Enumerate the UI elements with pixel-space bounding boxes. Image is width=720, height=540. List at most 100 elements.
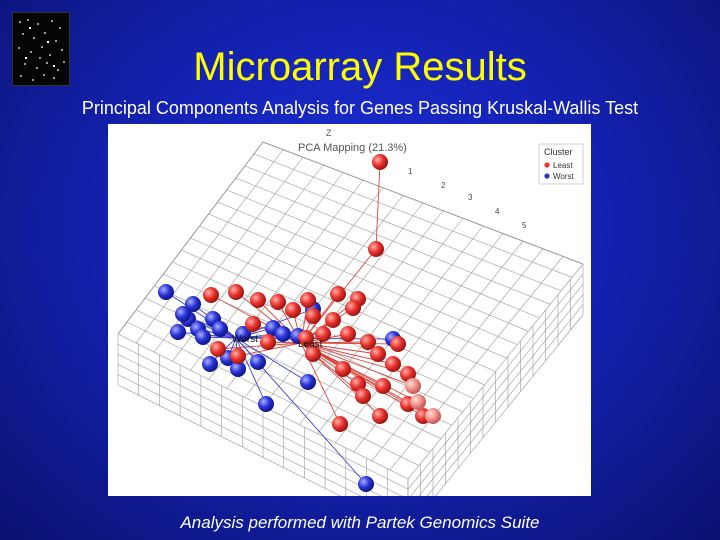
grid-line — [235, 177, 551, 305]
data-point-least — [350, 376, 366, 392]
data-point-least — [298, 330, 314, 346]
data-point-least — [372, 154, 388, 170]
centroid-label-least: Least — [298, 339, 323, 350]
legend-marker-worst — [544, 173, 550, 179]
data-point-least — [410, 394, 426, 410]
pca-plot: Worst Least PCA Mapping (21.3%) Z 1 2 3 … — [108, 124, 591, 496]
connector-line — [235, 337, 309, 383]
data-point-worst — [202, 356, 218, 372]
data-point-least — [368, 241, 384, 257]
data-point-worst — [170, 324, 186, 340]
grid-line — [253, 153, 573, 278]
grid-line — [389, 256, 564, 471]
data-point-least — [245, 316, 261, 332]
data-point-worst — [230, 361, 246, 377]
slide-title: Microarray Results — [193, 45, 527, 89]
data-point-least — [305, 308, 321, 324]
data-points — [158, 154, 441, 492]
grid-line — [299, 218, 464, 425]
grid-line — [244, 165, 562, 292]
data-point-worst — [358, 476, 374, 492]
wall-line — [117, 384, 342, 496]
data-point-least — [210, 341, 226, 357]
wall-line — [418, 294, 584, 496]
centroid-connectors — [165, 161, 434, 485]
footer-note: Analysis performed with Partek Genomics … — [180, 513, 540, 532]
grid-line — [317, 225, 484, 434]
box-edge — [117, 141, 584, 335]
z-axis-label: Z — [326, 128, 332, 138]
data-point-worst — [258, 396, 274, 412]
data-point-least — [345, 300, 361, 316]
data-point-least — [340, 326, 356, 342]
grid-line — [335, 233, 504, 443]
microarray-logo — [12, 12, 70, 86]
data-point-least — [355, 388, 371, 404]
grid-line — [371, 248, 544, 462]
legend-title: Cluster — [544, 147, 573, 157]
data-point-least — [390, 336, 406, 352]
data-point-least — [325, 312, 341, 328]
data-point-least — [285, 302, 301, 318]
data-point-least — [230, 348, 246, 364]
data-point-least — [300, 292, 316, 308]
wall-line — [117, 354, 403, 496]
data-point-worst — [300, 374, 316, 390]
grid-line — [217, 201, 529, 332]
legend-label-worst: Worst — [553, 172, 575, 181]
wall-line — [426, 304, 584, 496]
axis-tick: 5 — [522, 221, 527, 230]
data-point-least — [400, 366, 416, 382]
data-point-least — [425, 408, 441, 424]
data-point-least — [370, 346, 386, 362]
centroid-label-worst: Worst — [232, 334, 258, 345]
data-point-worst — [212, 321, 228, 337]
data-point-least — [405, 378, 421, 394]
grid-line — [208, 213, 518, 345]
data-point-least — [203, 287, 219, 303]
data-point-least — [360, 334, 376, 350]
data-point-least — [228, 284, 244, 300]
data-point-least — [260, 334, 276, 350]
legend-marker-least — [544, 162, 550, 168]
legend: Cluster Least Worst — [538, 143, 584, 185]
plot-title: PCA Mapping (21.3%) — [298, 142, 407, 154]
grid-line — [226, 189, 540, 319]
data-point-least — [270, 294, 286, 310]
legend-label-least: Least — [553, 161, 573, 170]
wall-line — [407, 273, 584, 490]
axis-tick: 3 — [468, 193, 473, 202]
connector-line — [300, 342, 399, 345]
data-point-least — [250, 292, 266, 308]
pca-3d-scatter: Worst Least PCA Mapping (21.3%) Z 1 2 3 … — [117, 128, 584, 496]
wall-line — [435, 314, 584, 496]
data-point-least — [335, 361, 351, 377]
data-point-least — [315, 326, 331, 342]
connector-line — [300, 342, 379, 355]
data-point-least — [375, 378, 391, 394]
data-point-worst — [175, 306, 191, 322]
grid-line — [199, 225, 507, 359]
axis-ticks: 1 2 3 4 5 — [408, 167, 527, 230]
data-point-worst — [275, 326, 291, 342]
data-point-worst — [235, 326, 251, 342]
wall-line — [117, 374, 362, 496]
data-point-least — [330, 286, 346, 302]
axis-tick: 2 — [441, 181, 446, 190]
axis-tick: 1 — [408, 167, 413, 176]
data-point-least — [332, 416, 348, 432]
microarray-spots-icon — [18, 19, 65, 81]
wall-line — [410, 284, 584, 496]
slide-subtitle: Principal Components Analysis for Genes … — [81, 98, 639, 118]
grid-line — [262, 202, 424, 407]
wall-line — [117, 343, 409, 490]
connector-line — [375, 161, 381, 250]
axis-tick: 4 — [495, 207, 500, 216]
data-point-least — [385, 356, 401, 372]
data-point-worst — [250, 354, 266, 370]
data-point-worst — [185, 296, 201, 312]
data-point-worst — [158, 284, 174, 300]
data-point-least — [372, 408, 388, 424]
data-point-worst — [195, 329, 211, 345]
data-point-least — [305, 346, 321, 362]
